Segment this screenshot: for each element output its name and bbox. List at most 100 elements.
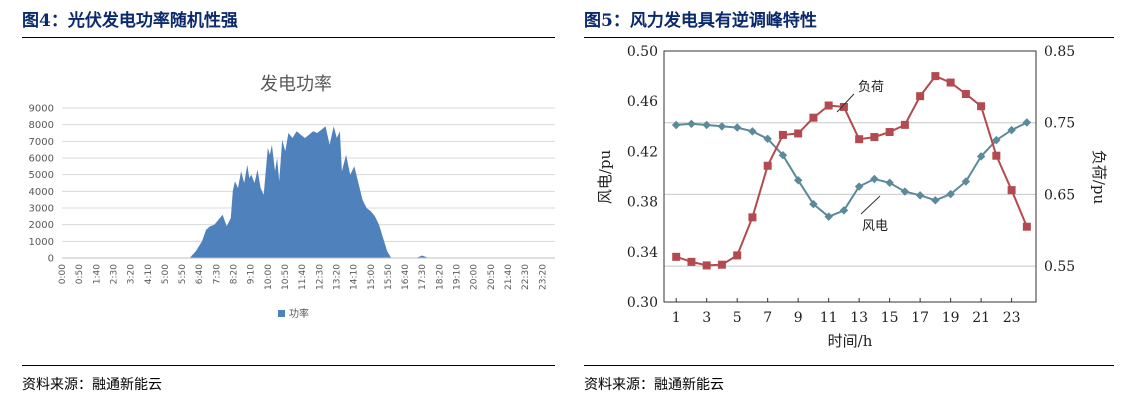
load-point xyxy=(778,130,787,139)
wind-y-tick: 0.30 xyxy=(627,295,658,311)
load-point xyxy=(870,133,879,142)
wind-x-tick: 21 xyxy=(972,310,990,326)
load-point xyxy=(900,120,909,129)
wind-point xyxy=(885,178,894,188)
solar-legend-swatch xyxy=(278,310,285,317)
wind-point xyxy=(702,120,711,130)
solar-y-tick: 1000 xyxy=(29,237,54,248)
wind-plot-frame xyxy=(663,50,1037,303)
solar-legend-label: 功率 xyxy=(289,307,309,320)
right-source-note: 资料来源：融通新能云 xyxy=(584,377,724,393)
left-source-note: 资料来源：融通新能云 xyxy=(22,377,162,393)
wind-right-tick-labels: 0.55 0.65 0.75 0.85 xyxy=(1044,44,1075,275)
load-point xyxy=(916,92,925,101)
load-callout-line xyxy=(836,93,855,113)
wind-x-tick: 9 xyxy=(794,310,803,326)
load-point xyxy=(687,257,696,266)
solar-y-tick: 3000 xyxy=(29,204,54,215)
load-point xyxy=(794,129,803,138)
wind-left-tick-labels: 0.30 0.34 0.38 0.42 0.46 0.50 xyxy=(627,44,658,311)
solar-x-tick: 21:40 xyxy=(504,264,514,290)
solar-x-tick: 5:00 xyxy=(161,264,171,284)
wind-point xyxy=(809,199,818,209)
left-top-rule xyxy=(22,37,555,38)
wind-y-tick: 0.34 xyxy=(627,245,658,261)
wind-x-tick-labels: 1 3 5 7 9 11 13 15 17 19 21 23 xyxy=(672,298,1021,326)
wind-x-tick: 23 xyxy=(1003,310,1021,326)
solar-y-tick: 5000 xyxy=(29,170,54,181)
solar-x-tick: 0:00 xyxy=(58,264,68,284)
load-point xyxy=(672,252,681,261)
solar-x-tick: 6:40 xyxy=(195,264,205,284)
wind-y-tick: 0.42 xyxy=(627,144,658,160)
wind-series-label: 风电 xyxy=(862,219,888,234)
wind-point xyxy=(931,196,940,205)
wind-y-tick: 0.50 xyxy=(627,44,658,60)
load-point xyxy=(824,101,833,110)
wind-x-axis-label: 时间/h xyxy=(828,332,873,350)
solar-x-tick: 8:20 xyxy=(230,264,240,284)
wind-y2-tick: 0.65 xyxy=(1044,187,1075,203)
load-point xyxy=(977,102,986,111)
solar-x-tick: 5:50 xyxy=(178,264,188,284)
wind-load-chart: 0.30 0.34 0.38 0.42 0.46 0.50 0.55 0.65 0.75 0.8… xyxy=(596,44,1108,350)
solar-x-tick: 11:40 xyxy=(298,264,308,290)
solar-x-tick: 9:10 xyxy=(247,264,257,284)
wind-x-tick: 13 xyxy=(850,310,868,326)
solar-x-tick: 22:30 xyxy=(521,264,531,290)
solar-y-tick: 0 xyxy=(48,254,54,265)
wind-x-tick: 7 xyxy=(763,310,772,326)
wind-series-layer xyxy=(671,72,1032,270)
wind-point xyxy=(793,176,803,185)
right-top-rule xyxy=(584,37,1114,38)
wind-x-tick: 19 xyxy=(942,310,960,326)
load-point xyxy=(763,161,772,170)
wind-point xyxy=(976,152,986,161)
solar-y-tick: 8000 xyxy=(29,120,54,131)
load-point xyxy=(885,128,894,137)
load-point xyxy=(961,90,970,99)
wind-point xyxy=(839,206,849,215)
solar-x-tick: 19:10 xyxy=(453,264,463,290)
solar-x-tick: 16:40 xyxy=(401,264,411,290)
wind-callout-line xyxy=(860,195,881,215)
wind-series-line xyxy=(676,121,1028,218)
solar-x-tick-labels: 0:00 0:50 1:40 2:30 3:20 4:10 5:00 5:50 6:40 7:30… xyxy=(58,264,548,290)
solar-x-tick: 12:30 xyxy=(315,264,325,290)
solar-x-tick: 13:20 xyxy=(332,264,342,290)
solar-x-tick: 20:00 xyxy=(470,264,480,290)
load-series-label: 负荷 xyxy=(858,80,884,95)
load-point xyxy=(992,151,1001,160)
solar-x-tick: 2:30 xyxy=(110,264,120,284)
wind-point xyxy=(732,123,742,132)
wind-y2-tick: 0.75 xyxy=(1044,116,1075,132)
solar-x-tick: 23:20 xyxy=(538,264,548,290)
solar-x-tick: 7:30 xyxy=(212,264,222,284)
wind-x-tick: 1 xyxy=(672,310,681,326)
right-bottom-rule xyxy=(584,365,1114,366)
load-point xyxy=(931,72,940,81)
solar-power-area xyxy=(62,126,555,258)
load-point xyxy=(702,261,711,270)
wind-point xyxy=(824,212,833,221)
wind-point xyxy=(900,187,910,196)
load-point xyxy=(748,213,757,222)
solar-y-tick: 9000 xyxy=(29,104,54,115)
wind-x-tick: 11 xyxy=(820,310,838,326)
solar-x-tick: 4:10 xyxy=(144,264,154,284)
wind-x-tick: 3 xyxy=(702,310,711,326)
load-point xyxy=(946,78,955,87)
wind-point xyxy=(870,174,879,184)
solar-x-tick: 20:50 xyxy=(487,264,497,290)
wind-point xyxy=(671,120,681,130)
load-point xyxy=(839,102,848,111)
wind-point xyxy=(992,135,1001,145)
solar-x-tick: 18:20 xyxy=(435,264,445,290)
load-point xyxy=(733,251,742,260)
solar-x-tick: 10:00 xyxy=(264,264,274,290)
right-figure-title: 图5：风力发电具有逆调峰特性 xyxy=(584,11,817,31)
wind-y-tick: 0.38 xyxy=(627,195,658,211)
wind-x-tick: 17 xyxy=(911,310,929,326)
solar-chart-title: 发电功率 xyxy=(260,74,332,95)
solar-x-tick: 14:10 xyxy=(350,264,360,290)
